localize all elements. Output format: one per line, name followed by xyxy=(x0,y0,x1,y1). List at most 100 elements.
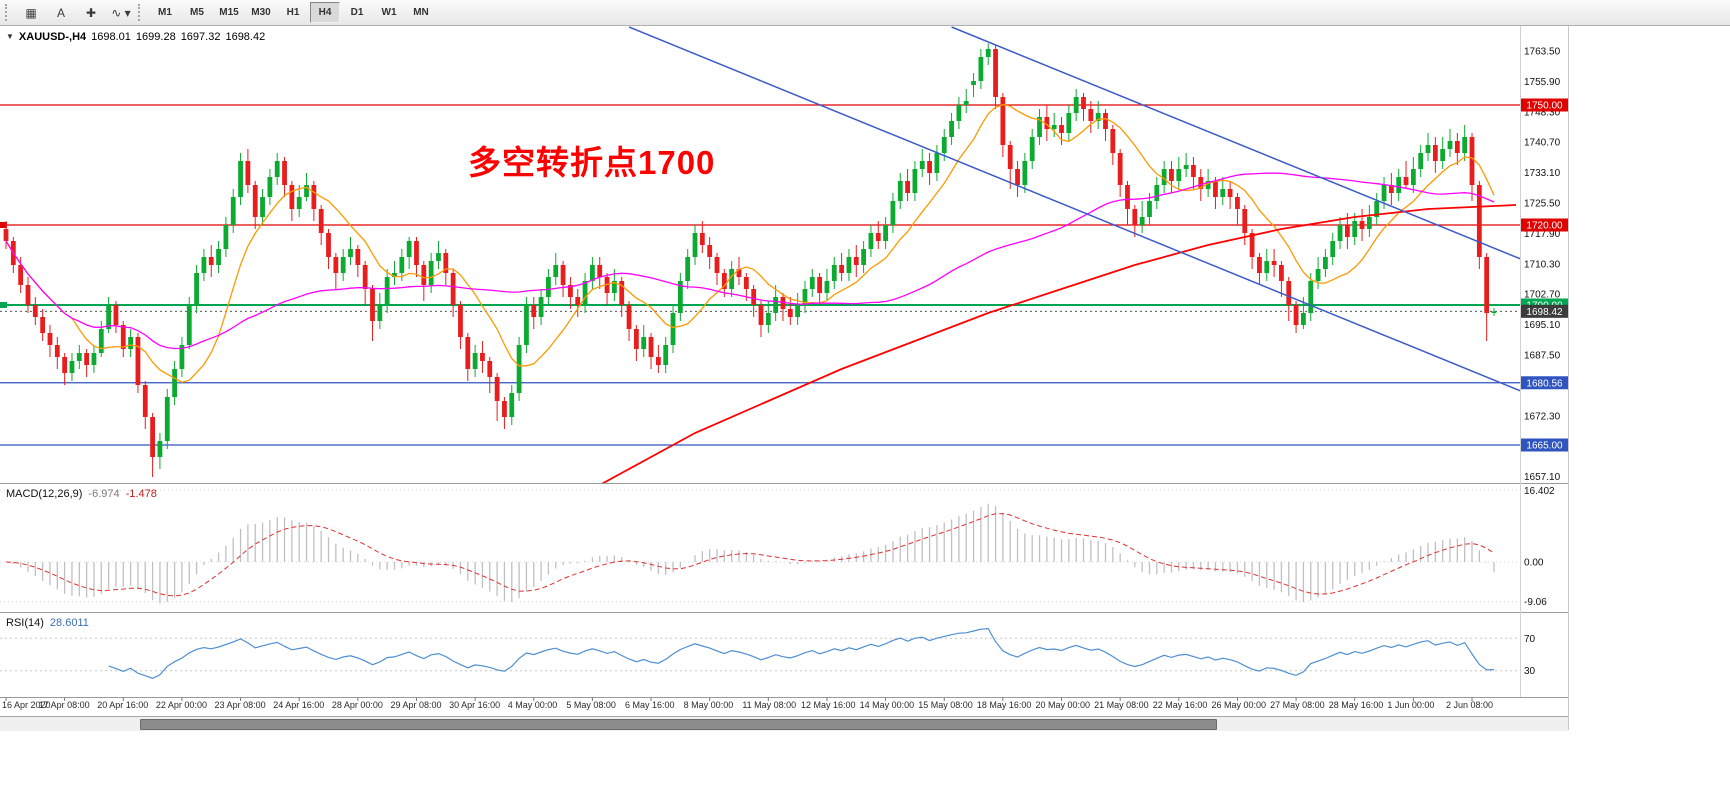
timeframe-toolbar-grip[interactable] xyxy=(138,4,144,21)
time-label: 30 Apr 16:00 xyxy=(449,700,501,710)
macd-panel-layer[interactable] xyxy=(0,489,1520,604)
macd-name: MACD(12,26,9) xyxy=(6,488,83,500)
toolbar-tools: ▦ A ✚ ∿ ▾ xyxy=(16,2,136,24)
ma-slow-line xyxy=(601,204,1517,483)
timeframe-w1[interactable]: W1 xyxy=(381,7,397,18)
svg-text:1717.90: 1717.90 xyxy=(1524,229,1561,240)
rsi-panel-layer[interactable] xyxy=(0,627,1520,679)
line-anchor-marker xyxy=(0,222,7,228)
timeframe-m30[interactable]: M30 xyxy=(251,7,271,18)
timeframe-mn[interactable]: MN xyxy=(413,7,429,18)
svg-text:30: 30 xyxy=(1524,666,1536,677)
price-axis[interactable]: 1763.50 1755.90 1748.30 1740.70 1733.10 1725.… xyxy=(1521,47,1568,678)
svg-text:1733.10: 1733.10 xyxy=(1524,168,1561,179)
time-label: 23 Apr 08:00 xyxy=(214,700,266,710)
svg-text:16.402: 16.402 xyxy=(1524,486,1555,497)
svg-text:1702.70: 1702.70 xyxy=(1524,290,1561,301)
price-badge: 1665.00 xyxy=(1521,438,1568,452)
time-label: 14 May 00:00 xyxy=(859,700,915,710)
macd-signal-line xyxy=(5,513,1495,597)
time-label: 27 May 08:00 xyxy=(1270,700,1325,710)
rsi-label-row: RSI(14) 28.6011 xyxy=(6,617,89,629)
timeframe-d1[interactable]: D1 xyxy=(350,7,364,18)
svg-text:1680.56: 1680.56 xyxy=(1526,378,1563,389)
line-studies-icon[interactable]: ∿ ▾ xyxy=(111,5,131,20)
trendline[interactable] xyxy=(951,26,1575,281)
time-label: 28 May 16:00 xyxy=(1328,700,1384,710)
time-label: 15 May 08:00 xyxy=(918,700,973,710)
trendline[interactable] xyxy=(628,26,1575,413)
time-label: 4 May 00:00 xyxy=(507,700,558,710)
svg-text:1657.10: 1657.10 xyxy=(1524,472,1561,483)
svg-text:1750.00: 1750.00 xyxy=(1526,101,1563,112)
svg-text:70: 70 xyxy=(1524,634,1536,645)
time-label: 28 Apr 00:00 xyxy=(331,700,383,710)
ma-mid-line xyxy=(5,172,1495,350)
svg-text:1720.00: 1720.00 xyxy=(1526,221,1563,232)
svg-text:1672.30: 1672.30 xyxy=(1524,411,1561,422)
h-scrollbar[interactable] xyxy=(0,716,1568,731)
time-label: 17 Apr 08:00 xyxy=(38,700,90,710)
svg-text:1748.30: 1748.30 xyxy=(1524,107,1561,118)
charts-grid-icon[interactable]: ▦ xyxy=(25,5,37,20)
time-label: 18 May 16:00 xyxy=(976,700,1032,710)
toolbar-grip[interactable] xyxy=(5,4,11,21)
time-label: 22 May 16:00 xyxy=(1152,700,1208,710)
svg-text:0.00: 0.00 xyxy=(1524,558,1544,569)
symbol-name: XAUUSD-,H4 xyxy=(18,31,87,43)
chart-symbol-label: ▼ XAUUSD-,H4 1698.01 1699.28 1697.32 169… xyxy=(6,31,265,43)
time-label: 5 May 08:00 xyxy=(566,700,616,710)
annotation-text[interactable]: 多空转折点1700 xyxy=(468,144,716,181)
svg-text:1698.42: 1698.42 xyxy=(1526,307,1563,318)
scrollbar-thumb[interactable] xyxy=(140,719,1217,730)
time-label: 22 Apr 00:00 xyxy=(155,700,207,710)
time-label: 2 Jun 08:00 xyxy=(1446,700,1494,710)
ohlc-open: 1698.01 xyxy=(91,31,131,43)
price-badge: 1698.42 xyxy=(1521,304,1568,318)
svg-text:1763.50: 1763.50 xyxy=(1524,47,1561,58)
time-label: 6 May 16:00 xyxy=(625,700,675,710)
macd-signal-value: -1.478 xyxy=(125,488,157,500)
collapse-icon[interactable]: ▼ xyxy=(6,32,14,41)
rsi-line xyxy=(108,627,1495,679)
crosshair-icon[interactable]: ✚ xyxy=(85,5,97,20)
time-label: 26 May 00:00 xyxy=(1211,700,1266,710)
rsi-value: 28.6011 xyxy=(49,617,89,629)
time-label: 8 May 00:00 xyxy=(683,700,734,710)
rsi-name: RSI(14) xyxy=(6,617,44,629)
ohlc-close: 1698.42 xyxy=(225,31,266,43)
svg-text:1725.50: 1725.50 xyxy=(1524,199,1561,210)
timeframe-m15[interactable]: M15 xyxy=(219,7,239,18)
svg-text:1755.90: 1755.90 xyxy=(1524,77,1561,88)
time-label: 12 May 16:00 xyxy=(800,700,856,710)
price-badge: 1680.56 xyxy=(1521,376,1568,390)
ohlc-low: 1697.32 xyxy=(180,31,221,43)
time-label: 29 Apr 08:00 xyxy=(390,700,442,710)
main-panel-layer[interactable] xyxy=(0,26,1575,513)
timeframe-h1[interactable]: H1 xyxy=(286,7,300,18)
timeframe-m5[interactable]: M5 xyxy=(190,7,204,18)
price-badge: 1750.00 xyxy=(1521,98,1568,112)
time-axis[interactable]: 16 Apr 2020 17 Apr 08:00 20 Apr 16:00 22 Ap… xyxy=(0,699,1568,715)
svg-text:1710.30: 1710.30 xyxy=(1524,259,1561,270)
ohlc-high: 1699.28 xyxy=(135,31,176,43)
time-label: 20 Apr 16:00 xyxy=(97,700,149,710)
timeframe-m1[interactable]: M1 xyxy=(158,7,172,18)
macd-label-row: MACD(12,26,9) -6.974 -1.478 xyxy=(6,488,157,500)
time-label: 11 May 08:00 xyxy=(742,700,797,710)
time-label: 24 Apr 16:00 xyxy=(273,700,325,710)
svg-text:1687.50: 1687.50 xyxy=(1524,351,1561,362)
line-anchor-marker xyxy=(0,302,7,308)
timeframe-group: M1 M5 M15 M30 H1 H4 D1 W1 MN xyxy=(149,2,437,23)
text-label-icon[interactable]: A xyxy=(56,5,65,20)
time-label: 21 May 08:00 xyxy=(1094,700,1149,710)
svg-text:1695.10: 1695.10 xyxy=(1524,320,1561,331)
time-label: 1 Jun 00:00 xyxy=(1387,700,1435,710)
svg-text:1665.00: 1665.00 xyxy=(1526,441,1563,452)
price-badge: 1720.00 xyxy=(1521,218,1568,232)
toolbar: ▦ A ✚ ∿ ▾ M1 M5 M15 M30 H1 H4 D1 W1 MN xyxy=(0,0,1730,26)
svg-text:1740.70: 1740.70 xyxy=(1524,138,1561,149)
time-label: 20 May 00:00 xyxy=(1035,700,1091,710)
timeframe-h4[interactable]: H4 xyxy=(310,2,340,23)
